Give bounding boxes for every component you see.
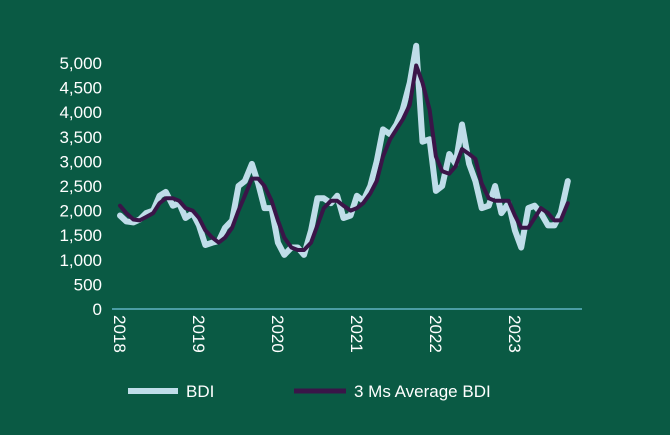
y-axis: 0 500 1,000 1,500 2,000 2,500 3,000 3,500 4,000 4… — [59, 54, 102, 319]
y-tick-label: 4,500 — [59, 79, 102, 98]
x-axis: 2018 2019 2020 2021 2022 2023 — [110, 315, 524, 353]
y-tick-label: 1,500 — [59, 226, 102, 245]
series-layer — [117, 42, 571, 258]
legend: BDI 3 Ms Average BDI — [128, 382, 491, 401]
y-tick-label: 500 — [74, 275, 102, 294]
y-tick-label: 3,500 — [59, 128, 102, 147]
x-tick-label: 2019 — [189, 315, 208, 353]
y-tick-label: 5,000 — [59, 54, 102, 73]
x-tick-label: 2023 — [505, 315, 524, 353]
y-tick-label: 2,000 — [59, 202, 102, 221]
x-tick-label: 2020 — [268, 315, 287, 353]
legend-label: BDI — [186, 382, 214, 401]
x-tick-label: 2018 — [110, 315, 129, 353]
y-tick-label: 4,000 — [59, 103, 102, 122]
series-line-bdi — [117, 42, 571, 258]
y-tick-label: 2,500 — [59, 177, 102, 196]
y-tick-label: 3,000 — [59, 152, 102, 171]
y-tick-label: 0 — [93, 300, 102, 319]
y-tick-label: 1,000 — [59, 251, 102, 270]
legend-label: 3 Ms Average BDI — [354, 382, 491, 401]
series-line-bdi-3m-average — [118, 63, 570, 252]
x-tick-label: 2021 — [347, 315, 366, 353]
x-tick-label: 2022 — [426, 315, 445, 353]
